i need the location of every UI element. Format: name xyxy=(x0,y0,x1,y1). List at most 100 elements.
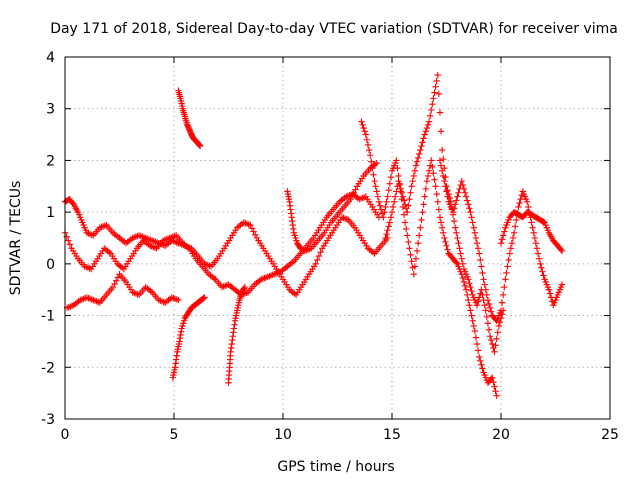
data-point xyxy=(352,186,359,193)
data-point xyxy=(479,365,486,372)
x-tick-label: 25 xyxy=(601,427,619,443)
data-point xyxy=(492,388,499,395)
data-point xyxy=(407,251,414,259)
series-track-k xyxy=(497,208,566,255)
data-point xyxy=(414,239,422,247)
data-point xyxy=(496,318,504,326)
data-point xyxy=(459,260,467,268)
chart-title: Day 171 of 2018, Sidereal Day-to-day VTE… xyxy=(50,21,618,37)
y-axis-label: SDTVAR / TECUs xyxy=(8,181,24,296)
data-point xyxy=(483,313,491,321)
data-point xyxy=(382,234,389,242)
data-point xyxy=(372,183,379,190)
data-point xyxy=(383,230,390,238)
data-point xyxy=(476,353,483,361)
data-point xyxy=(428,106,435,114)
data-point xyxy=(398,189,406,196)
data-point xyxy=(494,329,501,336)
data-point xyxy=(470,224,477,231)
data-point xyxy=(365,146,373,154)
data-point xyxy=(84,264,92,271)
data-point xyxy=(474,347,482,354)
data-point xyxy=(432,83,439,90)
data-point xyxy=(252,231,259,238)
data-point xyxy=(525,203,532,211)
data-point xyxy=(367,152,374,159)
data-point xyxy=(450,205,458,212)
data-point xyxy=(109,283,117,291)
data-point xyxy=(317,249,324,256)
data-point xyxy=(359,194,366,202)
x-tick-label: 10 xyxy=(274,427,292,443)
data-point xyxy=(444,246,451,253)
data-point xyxy=(505,256,512,264)
data-point xyxy=(452,201,459,208)
data-point xyxy=(485,326,493,333)
data-point xyxy=(410,271,417,278)
data-point xyxy=(437,128,445,135)
data-point xyxy=(458,255,465,262)
plot-frame xyxy=(64,56,611,420)
data-point xyxy=(459,181,467,189)
data-point xyxy=(487,375,495,383)
data-point xyxy=(412,162,420,169)
data-point xyxy=(426,112,434,120)
data-point xyxy=(384,193,391,200)
data-point xyxy=(341,215,349,222)
data-point xyxy=(364,141,372,149)
data-point xyxy=(389,203,397,211)
data-point xyxy=(175,296,182,304)
data-point xyxy=(443,188,450,195)
data-point xyxy=(433,190,440,198)
data-point xyxy=(547,294,555,301)
data-point xyxy=(349,192,356,200)
data-point xyxy=(414,154,422,162)
axis-ticks: 0 5 10 15 20 25 -3 -2 -1 0 1 2 3 4 xyxy=(41,50,619,443)
y-tick-label: 2 xyxy=(46,153,55,169)
data-point xyxy=(485,300,493,308)
data-point xyxy=(436,157,444,164)
data-point xyxy=(425,118,433,125)
data-point xyxy=(453,229,460,237)
data-point xyxy=(464,291,471,299)
data-point xyxy=(416,150,423,158)
data-point xyxy=(250,228,257,235)
data-point xyxy=(412,255,420,262)
data-point xyxy=(511,223,519,230)
data-point xyxy=(468,287,475,295)
data-point xyxy=(495,322,503,330)
series-track-h xyxy=(358,118,500,399)
series-track-d xyxy=(169,294,208,381)
data-point xyxy=(476,250,483,257)
data-point xyxy=(440,155,447,163)
data-point xyxy=(406,245,413,252)
data-point xyxy=(450,217,458,225)
series-track-j xyxy=(436,157,566,324)
data-point xyxy=(421,193,428,200)
data-points xyxy=(61,71,566,399)
data-point xyxy=(424,121,432,129)
data-point xyxy=(399,193,407,200)
data-point xyxy=(455,239,462,247)
data-point xyxy=(382,203,389,211)
data-point xyxy=(440,172,447,180)
data-point xyxy=(387,214,395,221)
series-track-e xyxy=(175,87,204,150)
data-point xyxy=(241,283,249,291)
data-point xyxy=(462,193,470,200)
y-tick-label: -2 xyxy=(41,360,55,376)
data-point xyxy=(394,164,401,172)
series-track-c xyxy=(63,271,182,312)
data-point xyxy=(433,77,440,85)
data-point xyxy=(464,197,471,204)
data-point xyxy=(474,245,482,252)
data-point xyxy=(481,281,488,288)
data-point xyxy=(171,295,179,302)
data-point xyxy=(468,214,475,221)
data-point xyxy=(443,242,450,249)
data-point xyxy=(247,221,254,229)
data-point xyxy=(393,188,400,195)
data-point xyxy=(480,276,487,283)
data-point xyxy=(435,90,443,98)
data-point xyxy=(465,276,472,283)
